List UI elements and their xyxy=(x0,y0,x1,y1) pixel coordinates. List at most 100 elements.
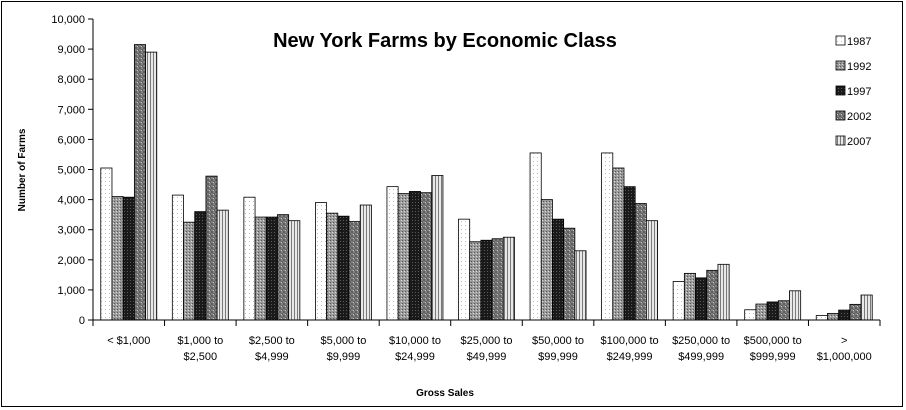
y-axis: 0 1,000 2,000 3,000 4,000 5,000 6,000 7,000 8,00… xyxy=(51,14,94,327)
bar-1992 xyxy=(326,212,339,321)
bar-1997 xyxy=(122,196,135,321)
x-tick-label: $2,500 xyxy=(183,351,217,363)
bar-1997 xyxy=(695,277,708,321)
bar-1992 xyxy=(540,199,553,321)
legend-label: 2002 xyxy=(847,111,871,123)
bar-2007 xyxy=(645,220,658,321)
bar-2007 xyxy=(574,250,587,321)
y-tick-label: 7,000 xyxy=(57,104,85,116)
x-tick-label: $4,999 xyxy=(255,351,289,363)
bar-2002 xyxy=(563,227,576,321)
bar-1987 xyxy=(529,152,542,321)
bar-2007 xyxy=(717,263,730,321)
y-axis-title: Number of Farms xyxy=(17,128,28,211)
x-tick-label: > xyxy=(841,335,847,347)
bar-1987 xyxy=(672,281,685,321)
bar-1987 xyxy=(315,202,328,321)
x-tick-label: $2,500 to xyxy=(249,335,295,347)
legend-swatch xyxy=(835,135,846,146)
x-tick-label: < $1,000 xyxy=(107,335,150,347)
bar-1987 xyxy=(171,194,184,321)
x-axis-title: Gross Sales xyxy=(416,388,474,399)
x-tick-label: $1,000 to xyxy=(177,335,223,347)
legend: 1987 1992 1997 2002 2007 xyxy=(835,35,871,148)
bar-1987 xyxy=(243,196,256,321)
x-tick-label: $10,000 to xyxy=(389,335,441,347)
x-tick-label: $50,000 to xyxy=(532,335,584,347)
y-tick-label: 1,000 xyxy=(57,285,85,297)
legend-swatch xyxy=(835,60,846,71)
bar-2002 xyxy=(133,44,146,321)
bar-1997 xyxy=(766,301,779,321)
x-tick-label: $1,000,000 xyxy=(817,351,872,363)
y-tick-label: 8,000 xyxy=(57,74,85,86)
y-tick-label: 3,000 xyxy=(57,225,85,237)
y-tick-label: 9,000 xyxy=(57,44,85,56)
x-tick-label: $25,000 to xyxy=(461,335,513,347)
legend-swatch xyxy=(835,110,846,121)
bar-1997 xyxy=(337,215,350,321)
legend-swatch xyxy=(835,85,846,96)
bar-1997 xyxy=(480,239,493,321)
bar-1987 xyxy=(100,167,113,321)
x-tick-label: $249,999 xyxy=(607,351,653,363)
y-tick-label: 0 xyxy=(79,315,85,327)
bar-1997 xyxy=(194,211,207,321)
x-tick-label: $250,000 to xyxy=(672,335,730,347)
chart-title: New York Farms by Economic Class xyxy=(273,30,617,52)
bar-2002 xyxy=(277,214,290,321)
y-tick-label: 4,000 xyxy=(57,195,85,207)
x-tick-label: $500,000 to xyxy=(744,335,802,347)
bar-1992 xyxy=(683,272,696,321)
bar-1997 xyxy=(623,186,636,321)
bar-1997 xyxy=(408,191,421,321)
bar-1987 xyxy=(815,315,828,321)
x-tick-label: $99,999 xyxy=(538,351,578,363)
bar-2007 xyxy=(431,175,444,321)
bar-1997 xyxy=(552,218,565,321)
bar-1992 xyxy=(254,216,267,321)
bar-1992 xyxy=(183,221,196,321)
bar-2002 xyxy=(491,238,504,321)
bar-2002 xyxy=(348,221,361,321)
x-tick-label: $999,999 xyxy=(750,351,796,363)
legend-label: 1992 xyxy=(847,61,871,73)
bar-1992 xyxy=(469,241,482,321)
bar-2002 xyxy=(849,303,862,321)
bar-2007 xyxy=(502,236,515,321)
bar-1997 xyxy=(265,216,278,321)
x-tick-label: $49,999 xyxy=(467,351,507,363)
bar-2007 xyxy=(288,220,301,321)
bar-1987 xyxy=(601,152,614,321)
legend-label: 1987 xyxy=(847,36,871,48)
legend-label: 2007 xyxy=(847,136,871,148)
bar-1987 xyxy=(744,309,757,321)
y-tick-label: 5,000 xyxy=(57,165,85,177)
bar-2007 xyxy=(359,204,372,321)
bar-1987 xyxy=(386,186,399,321)
bar-2002 xyxy=(420,192,433,321)
bars-group xyxy=(100,44,873,321)
y-tick-label: 6,000 xyxy=(57,134,85,146)
bar-2002 xyxy=(205,175,218,321)
bar-1987 xyxy=(458,218,471,321)
x-tick-label: $499,999 xyxy=(678,351,724,363)
x-axis: < $1,000 $1,000 to $2,500 $2,500 to $4,999 $5… xyxy=(92,319,881,363)
bar-2007 xyxy=(145,51,158,321)
bar-2002 xyxy=(634,203,647,321)
bar-2007 xyxy=(789,290,802,321)
legend-swatch xyxy=(835,35,846,46)
bar-1992 xyxy=(755,303,768,321)
bar-1992 xyxy=(397,193,410,321)
bar-1992 xyxy=(612,167,625,321)
bar-2002 xyxy=(777,300,790,321)
bar-1997 xyxy=(838,309,851,321)
bar-1992 xyxy=(827,312,840,321)
x-tick-label: $24,999 xyxy=(395,351,435,363)
bar-1992 xyxy=(111,196,124,321)
x-tick-label: $5,000 to xyxy=(320,335,366,347)
y-tick-label: 2,000 xyxy=(57,255,85,267)
bar-2007 xyxy=(860,294,873,321)
y-tick-label: 10,000 xyxy=(51,14,85,26)
